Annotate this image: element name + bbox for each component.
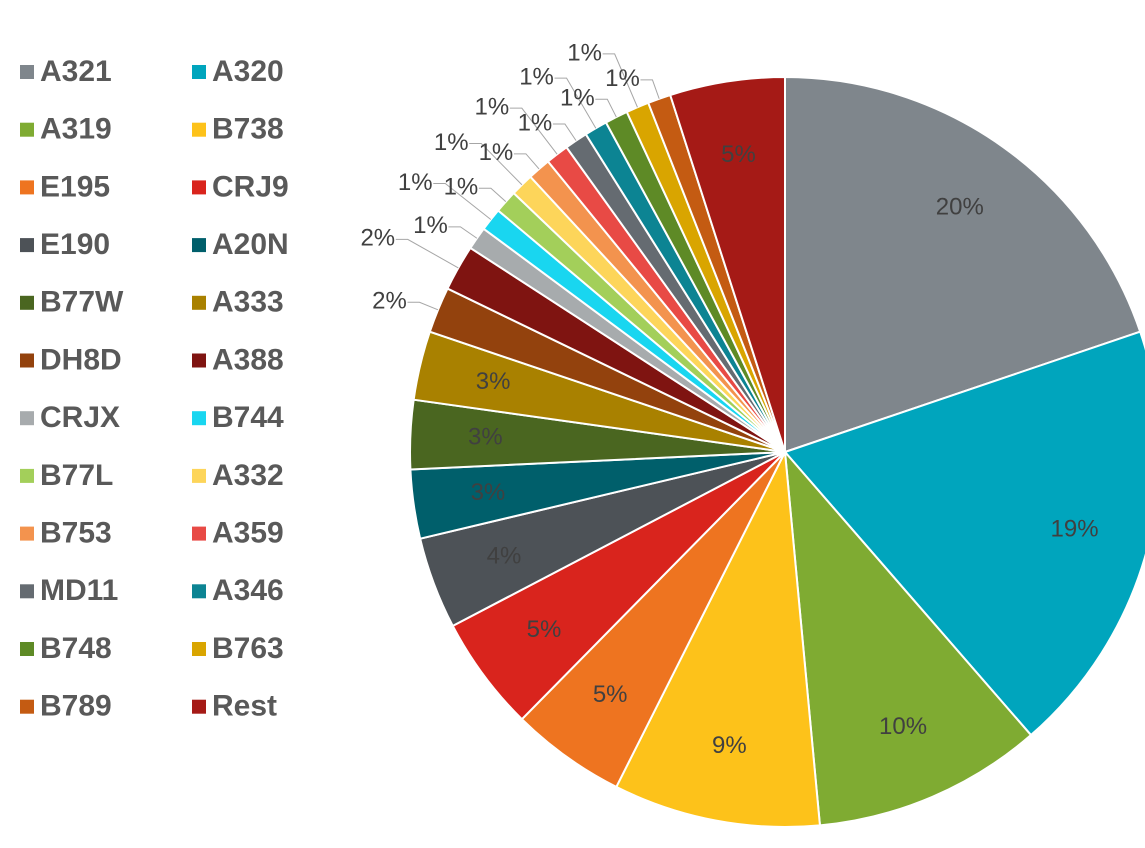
legend-swatch [20,526,34,541]
slice-label: 3% [468,423,503,450]
slice-label: 1% [475,93,510,120]
legend-label: DH8D [40,343,122,376]
legend-swatch [192,468,206,483]
slice-label: 1% [560,85,595,112]
legend-label: B753 [40,517,112,550]
legend-swatch [20,468,34,483]
slice-label: 4% [487,542,522,569]
leader-line [395,238,459,269]
pie-slice [668,75,786,453]
legend-swatch [192,642,206,656]
slice-label: 3% [471,479,506,506]
slice-label: 1% [518,109,553,136]
legend-swatch [192,411,206,426]
legend-swatch [20,411,34,426]
legend-swatch [192,295,206,310]
legend-label: E195 [40,170,110,203]
legend-swatch [192,238,206,253]
legend-label: Rest [212,690,277,723]
legend-label: B789 [40,690,112,723]
slice-label: 1% [479,139,514,166]
slice-label: 19% [1051,516,1099,543]
legend-swatch [20,642,34,656]
slice-label: 9% [712,732,747,759]
leader-line [478,187,507,203]
legend-label: A359 [212,517,284,550]
legend-label: CRJ9 [212,170,289,203]
legend-label: B77W [40,286,124,319]
legend-label: B763 [212,632,284,665]
legend-label: CRJX [40,401,120,434]
leader-line [433,183,492,220]
leader-line [595,98,617,118]
leader-line [469,142,523,186]
slice-label: 1% [605,65,640,92]
slice-label: 5% [721,141,756,168]
slice-label: 2% [372,288,407,315]
leader-line [554,77,597,129]
legend-swatch [192,180,206,195]
legend-swatch [20,699,34,714]
leader-line [407,301,439,311]
legend-label: E190 [40,228,110,261]
legend-swatch [192,122,206,137]
pie-slice [783,330,1145,737]
slice-label: 2% [360,225,395,252]
slice-label: 1% [519,63,554,90]
pie-slice [614,448,822,828]
slice-label: 1% [434,129,469,156]
slice-label: 1% [413,212,448,239]
legend-swatch [192,699,206,714]
legend-swatch [192,526,206,541]
legend-label: A20N [212,228,289,261]
slice-label: 10% [879,713,927,740]
legend-label: B738 [212,113,284,146]
legend-swatch [20,353,34,368]
legend-label: MD11 [40,574,118,607]
legend-swatch [20,65,34,79]
slice-label: 1% [398,169,433,196]
slice-label: 5% [527,616,562,643]
slice-label: 5% [593,681,628,708]
leader-line [448,226,478,239]
slice-label: 20% [936,194,984,221]
slice-label: 3% [476,368,511,395]
leader-line [509,107,558,155]
legend-label: B744 [212,401,284,434]
legend-swatch [192,584,206,599]
slice-label: 1% [567,39,602,66]
legend-label: A321 [40,55,112,88]
legend-swatch [20,180,34,195]
legend-swatch [20,122,34,137]
leader-line [640,79,660,99]
legend-label: B77L [40,459,113,492]
legend-swatch [20,295,34,310]
legend-label: A333 [212,286,284,319]
slice-label: 1% [444,174,479,201]
legend-label: B748 [40,632,112,665]
legend-label: A320 [212,55,284,88]
pie-slice [783,448,1033,827]
legend-label: A388 [212,343,284,376]
legend-swatch [20,584,34,599]
legend-swatch [192,65,206,79]
legend-label: A332 [212,459,284,492]
legend-swatch [192,353,206,368]
legend-label: A346 [212,574,284,607]
leader-line [602,53,638,108]
leader-line [513,153,540,170]
legend-label: A319 [40,113,112,146]
pie-slice [784,75,1142,454]
leader-line [552,123,577,141]
legend-swatch [20,238,34,253]
